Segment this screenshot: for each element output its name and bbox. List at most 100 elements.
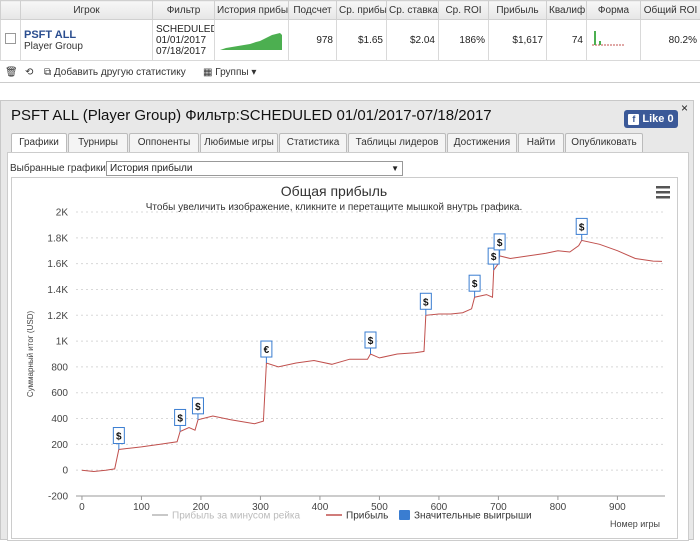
y-tick-label: -200: [48, 492, 68, 503]
legend-profit-label[interactable]: Прибыль: [346, 510, 388, 522]
chart-container[interactable]: Общая прибыль Чтобы увеличить изображение…: [11, 177, 678, 539]
y-tick-label: 1.6K: [47, 259, 68, 270]
tab-favorite-games[interactable]: Любимые игры: [200, 133, 278, 153]
x-tick-label: 400: [312, 502, 329, 513]
y-tick-label: 800: [51, 362, 68, 373]
big-win-label: $: [491, 252, 497, 263]
refresh-icon[interactable]: ⟲: [25, 67, 33, 78]
big-win-label: $: [579, 222, 585, 233]
count-cell: 978: [289, 20, 337, 61]
like-label: Like 0: [642, 113, 673, 125]
avg-roi-cell: 186%: [439, 20, 489, 61]
chart-subtitle: Чтобы увеличить изображение, кликните и …: [146, 201, 523, 213]
groups-label: Группы: [215, 67, 248, 78]
player-name-link[interactable]: PSFT ALL: [24, 29, 149, 41]
table-toolbar: 🗑 ⟲ ⧉ Добавить другую статистику ▦ Групп…: [0, 64, 700, 83]
chevron-down-icon: ▼: [391, 162, 399, 175]
column-header-history[interactable]: История прибы: [215, 1, 289, 20]
x-tick-label: 100: [133, 502, 150, 513]
chart-title: Общая прибыль: [281, 183, 387, 199]
add-stats-button[interactable]: ⧉ Добавить другую статистику: [44, 67, 186, 78]
add-stats-label: Добавить другую статистику: [54, 67, 186, 78]
column-header-avg-profit[interactable]: Ср. прибы: [337, 1, 387, 20]
row-select-cell: [1, 20, 21, 61]
y-tick-label: 600: [51, 388, 68, 399]
y-tick-label: 1.8K: [47, 233, 68, 244]
column-header-avg-stake[interactable]: Ср. ставка: [387, 1, 439, 20]
y-tick-label: 1K: [56, 337, 69, 348]
menu-icon[interactable]: [656, 191, 670, 194]
stats-section: Игрок Фильтр История прибы Подсчет Ср. п…: [0, 0, 700, 88]
profit-cell: $1,617: [489, 20, 547, 61]
profit-sparkline: [218, 27, 284, 51]
big-win-label: $: [195, 402, 201, 413]
qualify-cell: 74: [547, 20, 587, 61]
avg-stake-cell: $2.04: [387, 20, 439, 61]
y-axis-label: Суммарный итог (USD): [26, 311, 35, 398]
x-tick-label: 0: [79, 502, 85, 513]
filter-cell: SCHEDULED 01/01/2017 07/18/2017: [153, 20, 215, 61]
selected-charts-label: Выбранные графики:: [10, 163, 109, 174]
x-axis-label: Номер игры: [610, 519, 660, 529]
player-panel: PSFT ALL (Player Group) Фильтр:SCHEDULED…: [0, 100, 694, 540]
panel-title: PSFT ALL (Player Group) Фильтр:SCHEDULED…: [11, 107, 492, 124]
column-header-filter[interactable]: Фильтр: [153, 1, 215, 20]
tab-find[interactable]: Найти: [518, 133, 564, 153]
big-win-label: $: [368, 336, 374, 347]
tab-opponents[interactable]: Оппоненты: [129, 133, 199, 153]
tab-achievements[interactable]: Достижения: [447, 133, 517, 153]
form-chart: [590, 27, 626, 51]
profit-series-line[interactable]: [82, 240, 662, 471]
column-header-profit[interactable]: Прибыль: [489, 1, 547, 20]
tab-leaderboards[interactable]: Таблицы лидеров: [348, 133, 446, 153]
big-win-label: $: [472, 279, 478, 290]
row-checkbox[interactable]: [5, 33, 16, 44]
column-header-form[interactable]: Форма: [587, 1, 641, 20]
big-win-label: $: [497, 238, 503, 249]
column-header-qualify[interactable]: Квалиф: [547, 1, 587, 20]
tab-statistics[interactable]: Статистика: [279, 133, 347, 153]
column-header-player[interactable]: Игрок: [21, 1, 153, 20]
column-header-total-roi[interactable]: Общий ROI: [641, 1, 700, 20]
legend-big-wins-label[interactable]: Значительные выигрыши: [414, 511, 532, 522]
tab-publish[interactable]: Опубликовать: [565, 133, 643, 153]
close-icon[interactable]: ×: [681, 101, 688, 115]
player-cell: PSFT ALL Player Group: [21, 20, 153, 61]
menu-icon[interactable]: [656, 196, 670, 199]
filter-end-date: 07/18/2017: [156, 46, 211, 57]
tab-content: Выбранные графики: История прибыли ▼ Общ…: [7, 152, 689, 541]
column-header-avg-roi[interactable]: Ср. ROI: [439, 1, 489, 20]
chart-select[interactable]: История прибыли ▼: [106, 161, 403, 176]
filter-type: SCHEDULED: [156, 24, 211, 35]
column-header-count[interactable]: Подсчет: [289, 1, 337, 20]
form-cell: [587, 20, 641, 61]
big-win-label: $: [177, 413, 183, 424]
facebook-icon: f: [628, 114, 639, 125]
y-tick-label: 2K: [56, 208, 69, 219]
total-roi-cell: 80.2%: [641, 20, 700, 61]
table-row: PSFT ALL Player Group SCHEDULED 01/01/20…: [1, 20, 700, 61]
legend-big-wins-swatch: [399, 510, 410, 520]
y-tick-label: 1.4K: [47, 285, 68, 296]
menu-icon[interactable]: [656, 186, 670, 189]
x-tick-label: 900: [609, 502, 626, 513]
y-tick-label: 1.2K: [47, 311, 68, 322]
filter-start-date: 01/01/2017: [156, 35, 211, 46]
stats-table: Игрок Фильтр История прибы Подсчет Ср. п…: [0, 0, 700, 61]
y-tick-label: 0: [62, 466, 68, 477]
y-tick-label: 200: [51, 440, 68, 451]
x-tick-label: 800: [550, 502, 567, 513]
big-win-label: $: [423, 297, 429, 308]
tab-charts[interactable]: Графики: [11, 133, 67, 154]
trash-icon[interactable]: 🗑: [5, 67, 18, 78]
profit-chart[interactable]: Общая прибыль Чтобы увеличить изображение…: [12, 178, 677, 538]
big-win-label: $: [116, 432, 122, 443]
avg-profit-cell: $1.65: [337, 20, 387, 61]
history-cell: [215, 20, 289, 61]
tab-tournaments[interactable]: Турниры: [68, 133, 128, 153]
big-win-label: €: [264, 345, 270, 356]
groups-dropdown[interactable]: ▦ Группы ▾: [203, 67, 256, 78]
chart-select-value: История прибыли: [110, 163, 192, 174]
legend-rake-label[interactable]: Прибыль за минусом рейка: [172, 510, 301, 522]
